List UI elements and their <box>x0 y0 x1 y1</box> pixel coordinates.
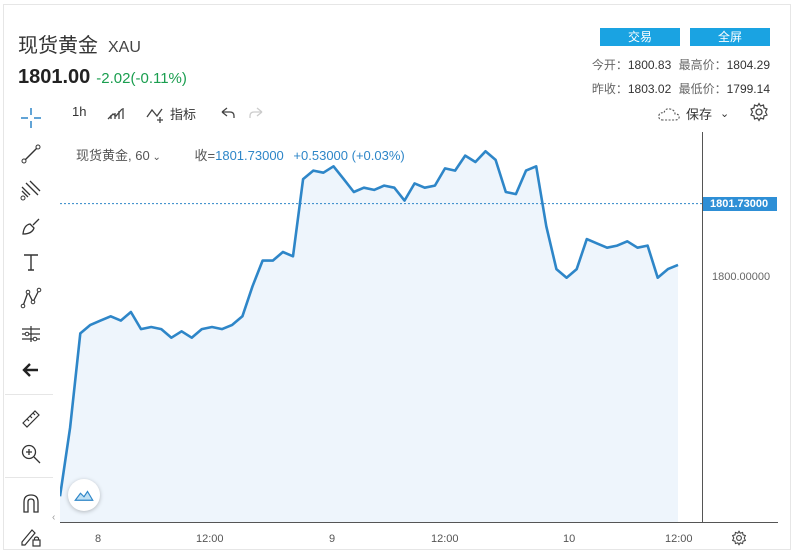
brush-icon <box>22 218 40 235</box>
low-label: 最低价： <box>678 82 727 96</box>
fullscreen-button[interactable]: 全屏 <box>690 28 770 46</box>
save-label: 保存 <box>686 107 713 122</box>
instrument-name: 现货黄金 <box>18 35 98 57</box>
ruler-icon <box>22 410 40 428</box>
x-tick-label: 12:00 <box>665 533 693 545</box>
toolbar-divider <box>5 477 53 478</box>
high-value: 1804.29 <box>726 58 770 72</box>
toolbar-collapse-handle[interactable]: ‹ <box>52 512 56 523</box>
pattern-tool[interactable] <box>18 285 44 311</box>
instrument-title: 现货黄金 XAU <box>18 29 141 58</box>
chart-logo[interactable] <box>68 479 100 511</box>
measure-icon <box>22 326 40 342</box>
axis-settings-button[interactable] <box>731 530 747 551</box>
chevron-down-icon: ⌄ <box>149 152 161 163</box>
stats-row-1: 今开：1800.83 最高价：1804.29 <box>592 56 770 73</box>
indicators-button[interactable]: 指标 <box>146 104 196 123</box>
lock-drawings-tool[interactable] <box>18 524 44 550</box>
trend-line-tool[interactable] <box>18 141 44 167</box>
instrument-symbol: XAU <box>108 39 141 56</box>
crosshair-tool[interactable] <box>18 105 44 131</box>
settings-icon <box>731 530 747 546</box>
x-tick-label: 8 <box>95 533 102 545</box>
trade-button[interactable]: 交易 <box>600 28 680 46</box>
price-row: 1801.00 -2.02(-0.11%) <box>18 66 187 89</box>
low-value: 1799.14 <box>726 82 770 96</box>
pattern-icon <box>20 287 42 309</box>
zoom-in-tool[interactable] <box>18 441 44 467</box>
magnet-icon <box>23 494 39 513</box>
bar-style-icon <box>107 108 124 120</box>
redo-button[interactable] <box>246 104 266 122</box>
text-tool[interactable] <box>18 249 44 275</box>
undo-button[interactable] <box>218 104 238 122</box>
magnet-tool[interactable] <box>18 490 44 516</box>
crosshair-icon <box>21 108 41 128</box>
cloud-icon <box>658 107 680 121</box>
undo-icon <box>221 107 235 118</box>
x-tick-label: 10 <box>563 533 576 545</box>
time-axis[interactable] <box>60 522 778 550</box>
high-label: 最高价： <box>678 58 727 72</box>
zoom-in-icon <box>21 444 41 464</box>
y-tick-label: 1800.00000 <box>712 270 771 283</box>
price-area-fill <box>60 151 678 522</box>
price-axis[interactable] <box>702 132 778 522</box>
lock-pencil-icon <box>21 529 41 547</box>
stats-row-2: 昨收：1803.02 最低价：1799.14 <box>592 80 770 97</box>
prev-close-value: 1803.02 <box>627 82 672 96</box>
open-value: 1800.83 <box>627 58 672 72</box>
brush-tool[interactable] <box>18 213 44 239</box>
redo-icon <box>249 107 263 118</box>
mountain-icon <box>74 490 94 501</box>
price-chart[interactable] <box>60 132 702 522</box>
price-change: -2.02(-0.11%) <box>96 70 187 87</box>
indicators-icon <box>146 108 163 123</box>
chart-widget <box>3 4 791 550</box>
text-icon <box>24 254 38 271</box>
ruler-tool[interactable] <box>18 406 44 432</box>
legend-interval[interactable]: 60 <box>135 148 150 163</box>
x-tick-label: 12:00 <box>431 533 459 545</box>
legend-name: 现货黄金 <box>76 148 129 163</box>
legend-close-label: 收= <box>194 148 216 163</box>
price-series-line <box>60 150 679 497</box>
chart-legend: 现货黄金, 60 ⌄ 收=1801.73000 +0.53000 (+0.03%… <box>76 148 405 163</box>
toolbar-divider <box>5 394 53 395</box>
legend-close-value: 1801.73000 <box>215 148 284 163</box>
fib-icon <box>20 180 41 201</box>
trend-line-icon <box>21 144 41 164</box>
hide-toolbar-button[interactable] <box>18 357 44 383</box>
chevron-down-icon: ⌄ <box>720 108 730 120</box>
fib-tool[interactable] <box>18 177 44 203</box>
arrow-left-icon <box>22 363 38 377</box>
legend-change: +0.53000 (+0.03%) <box>293 148 405 163</box>
current-price: 1801.00 <box>18 66 91 88</box>
prev-close-label: 昨收： <box>591 82 628 96</box>
indicators-label: 指标 <box>170 107 197 122</box>
open-label: 今开： <box>591 58 628 72</box>
save-button[interactable]: 保存 ⌄ <box>656 104 729 123</box>
interval-selector[interactable]: 1h <box>72 104 87 119</box>
x-tick-label: 12:00 <box>196 533 224 545</box>
x-tick-label: 9 <box>329 533 336 545</box>
last-price-tag: 1801.73000 <box>703 196 777 211</box>
gear-icon <box>750 102 768 122</box>
measure-tool[interactable] <box>18 321 44 347</box>
settings-button[interactable] <box>749 102 769 122</box>
bar-style-button[interactable] <box>106 104 126 122</box>
